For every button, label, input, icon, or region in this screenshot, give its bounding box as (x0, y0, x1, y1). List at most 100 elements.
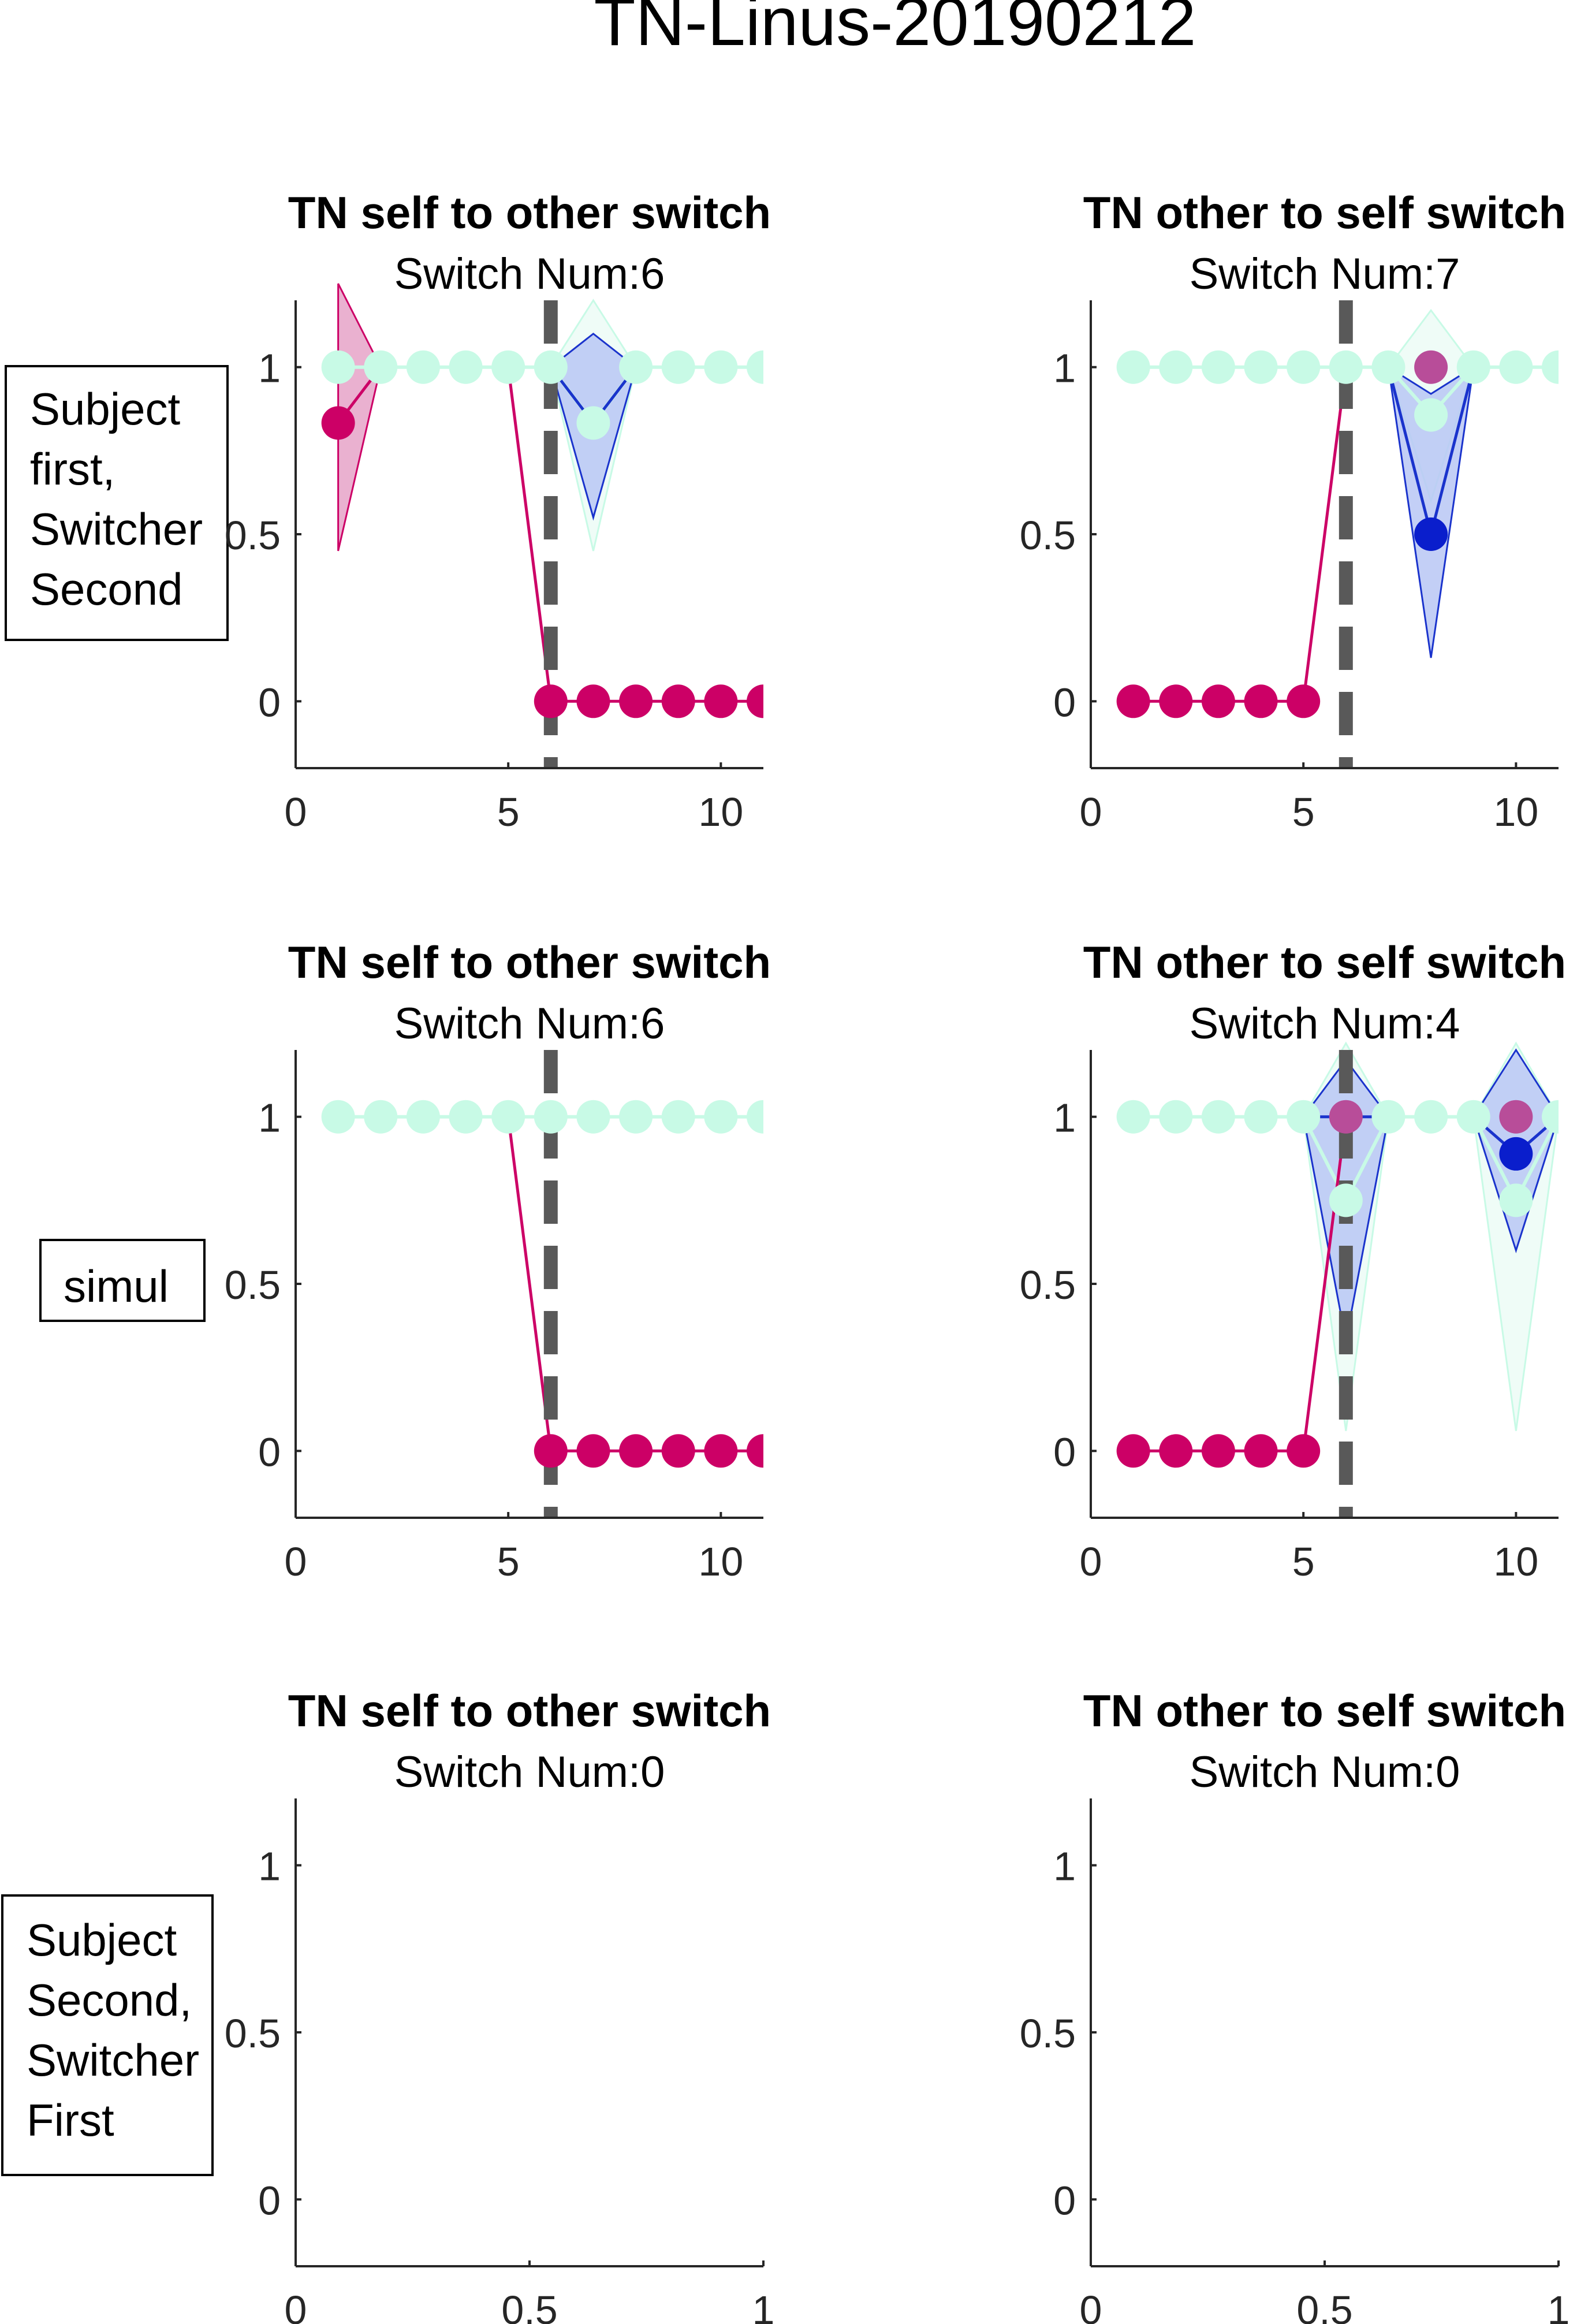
x-tick-label: 5 (497, 1539, 520, 1584)
marker-partner (406, 1100, 440, 1134)
axes: 0 0.5 1 0 0.5 1 (1020, 1798, 1570, 2324)
x-tick-label: 0 (1080, 1539, 1102, 1584)
y-tick-label: 1 (258, 1096, 281, 1141)
x-tick-label: 0 (285, 789, 307, 835)
marker-partner (449, 350, 483, 384)
x-tick-label: 0 (285, 2288, 307, 2324)
marker-self (576, 684, 610, 718)
marker-partner (321, 350, 355, 384)
marker-self (661, 684, 695, 718)
y-tick-label: 0.5 (1020, 513, 1076, 558)
marker-partner (406, 350, 440, 384)
y-tick-label: 0 (258, 1429, 281, 1474)
marker-self (1244, 684, 1278, 718)
marker-self (1159, 684, 1193, 718)
marker-partner (1159, 1100, 1193, 1134)
x-tick-label: 0 (1080, 2288, 1102, 2324)
row-label-line: Subject (30, 383, 180, 434)
marker-self (1116, 1434, 1150, 1468)
panel-subtitle: Switch Num:4 (1190, 999, 1460, 1048)
x-tick-label: 10 (1493, 1539, 1538, 1584)
marker-self (1201, 684, 1235, 718)
y-tick-label: 0 (258, 680, 281, 725)
marker-partner (1499, 350, 1533, 384)
marker-partner (1329, 350, 1363, 384)
marker-partner (704, 350, 738, 384)
plot-area (321, 1050, 763, 1518)
marker-partner (1159, 350, 1193, 384)
marker-self (704, 684, 738, 718)
y-tick-label: 1 (258, 1844, 281, 1889)
marker-partner (704, 1100, 738, 1134)
marker-self (534, 1434, 568, 1468)
marker-partner (661, 350, 695, 384)
row-label-box (39, 1239, 206, 1322)
marker-partner (1244, 350, 1278, 384)
marker-self (619, 684, 653, 718)
marker-partner (1201, 1100, 1235, 1134)
marker-overlap (1499, 1100, 1533, 1134)
x-tick-label: 0.5 (1296, 2288, 1352, 2324)
axes: 0 0.5 1 0 0.5 1 (225, 1798, 774, 2324)
x-tick-label: 10 (698, 789, 743, 835)
panel-subtitle: Switch Num:7 (1190, 249, 1460, 299)
chart-panel: TN self to other switch Switch Num:6 0 0.5 1… (225, 187, 771, 835)
panel-title: TN self to other switch (288, 937, 771, 988)
axes: 00.510 5 10 (225, 300, 763, 835)
row-label-box (5, 365, 229, 641)
marker-partner (1371, 350, 1405, 384)
marker-self (534, 684, 568, 718)
x-tick-label: 0 (1080, 789, 1102, 835)
marker-partner (747, 1100, 763, 1134)
marker-self (576, 1434, 610, 1468)
marker-partner (534, 1100, 568, 1134)
y-tick-label: 0 (1053, 2178, 1076, 2223)
marker-partner (1287, 1100, 1321, 1134)
x-tick-label: 5 (497, 789, 520, 835)
marker-partner (1414, 398, 1448, 432)
chart-panel: TN self to other switch Switch Num:0 0 0.5 1… (225, 1685, 775, 2324)
marker-partner (661, 1100, 695, 1134)
chart-panel: TN self to other switch Switch Num:6 0 0.5 1… (225, 937, 771, 1584)
row-label-line: simul (64, 1261, 169, 1312)
marker-partner (321, 1100, 355, 1134)
panel-title: TN other to self switch (1083, 1685, 1566, 1736)
figure-title: TN-Linus-20190212 (594, 0, 1196, 60)
marker-partner (576, 1100, 610, 1134)
row-label-line: Switcher (27, 2035, 199, 2085)
row-label-line: Second, (27, 1975, 192, 2025)
chart-panel: TN other to self switch Switch Num:7 0 0.5 1… (1020, 187, 1567, 835)
y-tick-label: 0 (1053, 680, 1076, 725)
marker-partner (576, 406, 610, 440)
marker-overlap (1329, 1100, 1363, 1134)
marker-self (321, 406, 355, 440)
marker-partner (619, 350, 653, 384)
marker-partner (619, 1100, 653, 1134)
y-tick-label: 0.5 (225, 2011, 281, 2056)
y-tick-label: 1 (1053, 346, 1076, 391)
panel-title: TN other to self switch (1083, 187, 1566, 238)
marker-self (1159, 1434, 1193, 1468)
y-tick-label: 0.5 (225, 1262, 281, 1308)
y-tick-label: 1 (1053, 1096, 1076, 1141)
y-tick-label: 0.5 (1020, 2011, 1076, 2056)
axes: 00.510 5 10 (225, 1050, 763, 1584)
marker-self (1201, 1434, 1235, 1468)
marker-self (1287, 1434, 1321, 1468)
x-tick-label: 0.5 (501, 2288, 557, 2324)
panel-subtitle: Switch Num:0 (394, 1748, 665, 1797)
marker-other (1499, 1137, 1533, 1171)
marker-partner (491, 350, 525, 384)
chart-panels: TN self to other switch Switch Num:6 0 0.5 1… (225, 187, 1570, 2324)
marker-self (704, 1434, 738, 1468)
panel-subtitle: Switch Num:6 (394, 999, 665, 1048)
axes: 00.510 5 10 (1020, 1050, 1559, 1584)
marker-self (661, 1434, 695, 1468)
row-label-line: Second (30, 564, 183, 614)
marker-partner (1244, 1100, 1278, 1134)
axes: 00.510 5 10 (1020, 300, 1559, 835)
marker-partner (364, 1100, 398, 1134)
x-tick-label: 5 (1292, 1539, 1315, 1584)
x-tick-label: 1 (1548, 2288, 1570, 2324)
